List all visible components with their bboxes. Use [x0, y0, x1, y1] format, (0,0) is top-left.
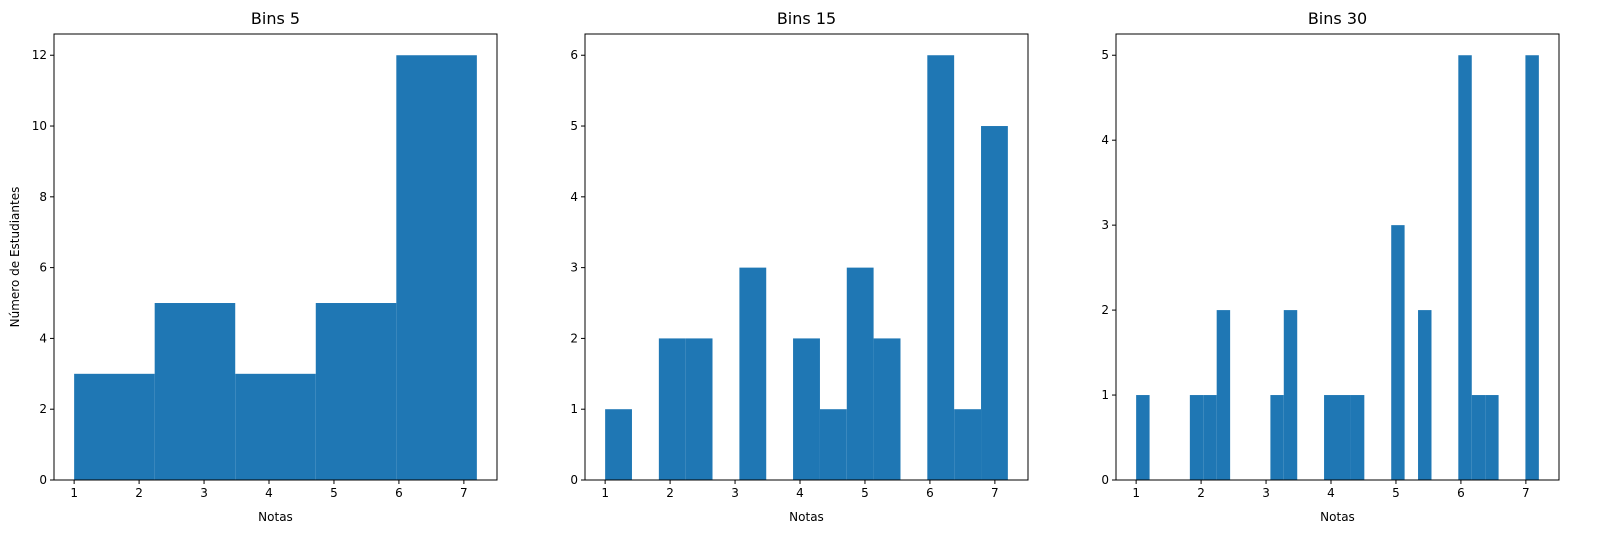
- histogram-bar: [315, 303, 397, 480]
- chart-title: Bins 30: [1308, 9, 1367, 28]
- y-tick-label: 3: [570, 261, 578, 275]
- histogram-bar: [927, 55, 955, 480]
- y-tick-label: 0: [39, 473, 47, 487]
- histogram-bar: [954, 409, 982, 480]
- histogram-bar: [1471, 395, 1486, 480]
- histogram-bar: [1283, 310, 1298, 480]
- histogram-bar: [1458, 55, 1472, 480]
- x-tick-label: 3: [731, 486, 739, 500]
- x-tick-label: 7: [991, 486, 999, 500]
- histogram-bar: [793, 338, 820, 480]
- y-tick-label: 0: [570, 473, 578, 487]
- bars-group: [605, 55, 1008, 481]
- y-tick-label: 4: [39, 331, 47, 345]
- histogram-bar: [605, 409, 632, 480]
- histogram-bar: [819, 409, 847, 480]
- histogram-bar: [1418, 310, 1432, 480]
- chart-title: Bins 5: [251, 9, 300, 28]
- y-axis-ticks: 0 2 4 6 8 10 12: [32, 48, 54, 487]
- x-tick-label: 4: [796, 486, 804, 500]
- y-tick-label: 6: [570, 48, 578, 62]
- y-tick-label: 2: [570, 331, 578, 345]
- y-tick-label: 8: [39, 190, 47, 204]
- x-axis-ticks: 1 2 3 4 5 6 7: [1132, 480, 1530, 500]
- x-tick-label: 6: [395, 486, 403, 500]
- histogram-bar: [685, 338, 713, 480]
- y-tick-label: 4: [1101, 133, 1109, 147]
- plot-frame: [584, 33, 1029, 481]
- x-axis-label: Notas: [1320, 510, 1355, 524]
- x-tick-label: 1: [1132, 486, 1140, 500]
- x-tick-label: 3: [200, 486, 208, 500]
- y-axis-ticks: 0 1 2 3 4 5 6: [570, 48, 585, 487]
- y-axis-ticks: 0 1 2 3 4 5: [1101, 48, 1116, 487]
- x-tick-label: 1: [70, 486, 78, 500]
- histogram-panel-bins-30: 1 2 3 4 5 6 7 0 1 2 3 4 5 Bins 30 Notas: [1101, 9, 1560, 524]
- bars-group: [1136, 55, 1539, 480]
- histogram-bar: [1337, 395, 1351, 480]
- x-axis-label: Notas: [789, 510, 824, 524]
- histogram-bar: [1203, 395, 1217, 480]
- chart-title: Bins 15: [777, 9, 836, 28]
- histogram-bar: [1485, 395, 1499, 480]
- x-tick-label: 4: [1327, 486, 1335, 500]
- histogram-bar: [873, 338, 901, 480]
- histogram-panel-bins-15: 1 2 3 4 5 6 7 0 1 2 3 4 5 6 Bins 15 Notas: [570, 9, 1029, 524]
- histogram-bar: [1350, 395, 1365, 480]
- histogram-bar: [981, 126, 1008, 481]
- x-tick-label: 2: [135, 486, 143, 500]
- x-tick-label: 5: [861, 486, 869, 500]
- histogram-bar: [74, 373, 155, 480]
- y-tick-label: 5: [570, 119, 578, 133]
- x-tick-label: 7: [460, 486, 468, 500]
- histogram-bar: [1391, 225, 1405, 480]
- y-axis-label: Número de Estudiantes: [8, 187, 22, 328]
- y-tick-label: 1: [570, 402, 578, 416]
- histogram-bar: [1216, 310, 1231, 480]
- plot-frame: [1115, 33, 1560, 481]
- y-tick-label: 5: [1101, 48, 1109, 62]
- y-tick-label: 2: [39, 402, 47, 416]
- x-tick-label: 6: [1457, 486, 1465, 500]
- y-tick-label: 6: [39, 261, 47, 275]
- x-tick-label: 6: [926, 486, 934, 500]
- histogram-bar: [1189, 395, 1204, 480]
- x-tick-label: 5: [1392, 486, 1400, 500]
- histogram-bar: [396, 55, 477, 480]
- histogram-bar: [1136, 395, 1150, 480]
- y-tick-label: 2: [1101, 303, 1109, 317]
- histogram-bar: [846, 267, 874, 480]
- histogram-bar: [658, 338, 686, 480]
- x-axis-ticks: 1 2 3 4 5 6 7: [70, 480, 468, 500]
- x-axis-ticks: 1 2 3 4 5 6 7: [601, 480, 999, 500]
- x-tick-label: 2: [666, 486, 674, 500]
- y-tick-label: 12: [32, 48, 47, 62]
- histogram-bar: [739, 267, 767, 480]
- x-tick-label: 5: [330, 486, 338, 500]
- histogram-bar: [235, 373, 316, 480]
- y-tick-label: 1: [1101, 388, 1109, 402]
- x-tick-label: 7: [1522, 486, 1530, 500]
- x-tick-label: 2: [1197, 486, 1205, 500]
- x-tick-label: 3: [1262, 486, 1270, 500]
- x-axis-label: Notas: [258, 510, 293, 524]
- x-tick-label: 4: [265, 486, 273, 500]
- y-tick-label: 0: [1101, 473, 1109, 487]
- histogram-bar: [1525, 55, 1539, 480]
- y-tick-label: 3: [1101, 218, 1109, 232]
- bars-group: [74, 55, 477, 480]
- plot-frame: [53, 33, 498, 481]
- histogram-bar: [1324, 395, 1338, 480]
- histogram-bar: [154, 303, 236, 480]
- x-tick-label: 1: [601, 486, 609, 500]
- histogram-bar: [1270, 395, 1284, 480]
- y-tick-label: 10: [32, 119, 47, 133]
- y-tick-label: 4: [570, 190, 578, 204]
